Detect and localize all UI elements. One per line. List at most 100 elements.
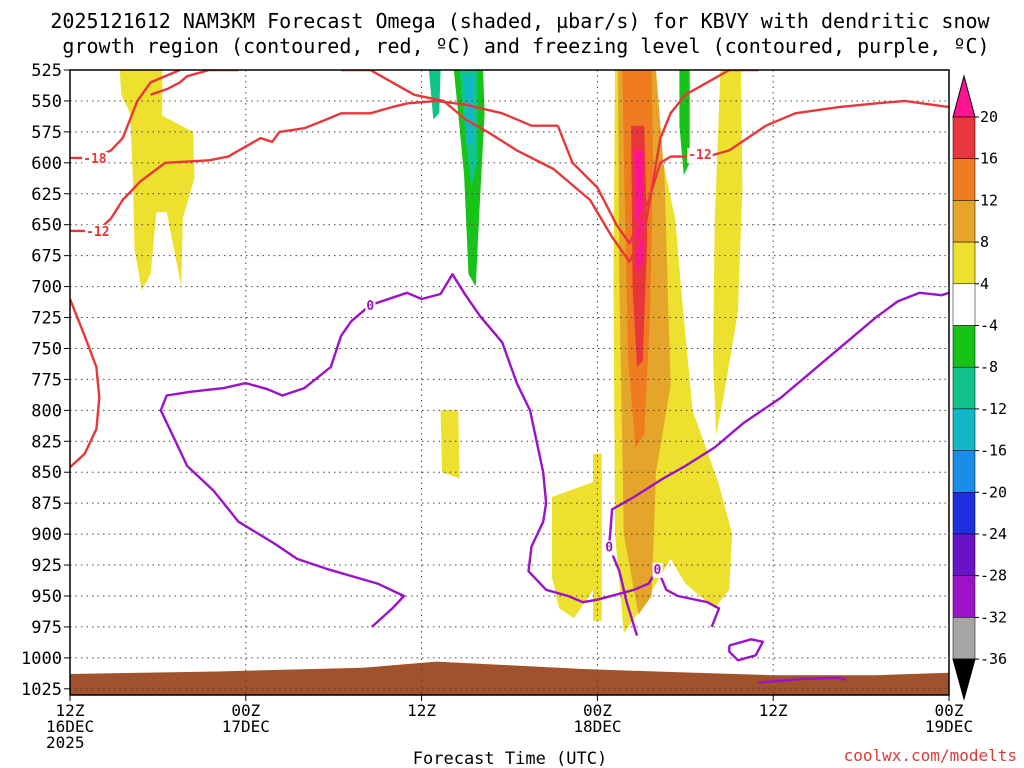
x-tick-label-1-2: 17DEC: [222, 717, 270, 736]
x-tick-label-0-2: 16DEC: [46, 717, 94, 736]
y-tick-label-975: 975: [31, 618, 62, 638]
omega-region-14: [827, 432, 841, 532]
y-tick-label-525: 525: [31, 61, 62, 81]
grid-lines: [70, 70, 949, 695]
colorbar-label-5: -4: [980, 317, 998, 335]
x-tick-label-1-1: 00Z: [231, 701, 260, 720]
y-tick-label-900: 900: [31, 525, 62, 545]
dendritic-label-m18: -18: [83, 152, 107, 167]
y-tick-label-950: 950: [31, 587, 62, 607]
y-tick-label-875: 875: [31, 494, 62, 514]
y-tick-label-675: 675: [31, 247, 62, 267]
dendritic-line-3: [369, 70, 759, 263]
colorbar-bottom-arrow: [952, 658, 976, 701]
y-tick-label-1025: 1025: [21, 680, 62, 700]
dendritic-line-4: [70, 99, 558, 233]
freezing-label-b: 0: [605, 540, 613, 555]
freezing-label-a-bg: [365, 299, 376, 315]
colorbar-swatch-10: [952, 533, 976, 576]
colorbar-top-arrow: [952, 74, 976, 118]
colorbar-label-11: -28: [980, 567, 1007, 585]
colorbar-swatch-11: [952, 575, 976, 618]
colorbar-swatch-0: [952, 116, 976, 159]
omega-region-21: [464, 76, 473, 145]
y-tick-label-625: 625: [31, 185, 62, 205]
y-tick-label-1000: 1000: [21, 649, 62, 669]
dendritic-label-m12-right: -12: [688, 148, 711, 163]
x-tick-label-5-1: 00Z: [935, 701, 964, 720]
freezing-level-contours: 0 0 0: [159, 273, 949, 684]
x-tick-label-5-2: 19DEC: [925, 717, 973, 736]
omega-region-1: [440, 410, 460, 479]
dendritic-line-6: [70, 298, 101, 469]
x-tick-label-0-1: 12Z: [56, 701, 85, 720]
y-tick-label-725: 725: [31, 309, 62, 329]
dendritic-label-m12-bg: [85, 224, 111, 240]
x-tick-label-2-1: 12Z: [407, 701, 436, 720]
colorbar-swatch-2: [952, 200, 976, 243]
dendritic-line-5: [556, 99, 949, 245]
y-tick-label-575: 575: [31, 123, 62, 143]
omega-region-18: [679, 70, 690, 176]
dendritic-label-m18-bg: [82, 151, 108, 167]
colorbar-label-10: -24: [980, 525, 1007, 543]
chart-title-line-1: 2025121612 NAM3KM Forecast Omega (shaded…: [50, 9, 990, 33]
dendritic-growth-contours: -18 -12 -12: [70, 70, 949, 469]
y-tick-label-550: 550: [31, 92, 62, 112]
freezing-line-2: [728, 638, 765, 662]
colorbar-swatch-7: [952, 408, 976, 451]
omega-region-0: [119, 70, 195, 291]
colorbar-label-1: 16: [980, 150, 998, 168]
y-tick-label-775: 775: [31, 370, 62, 390]
colorbar-swatch-6: [952, 366, 976, 410]
omega-region-9: [634, 150, 643, 275]
omega-region-11: [541, 70, 576, 398]
y-tick-label-825: 825: [31, 432, 62, 452]
colorbar-swatch-3: [952, 241, 976, 285]
freezing-label-c: 0: [654, 563, 662, 578]
colorbar-label-13: -36: [980, 650, 1007, 668]
dendritic-label-m12-right-bg: [687, 148, 713, 164]
chart-title-line-2: growth region (contoured, red, ºC) and f…: [62, 34, 989, 58]
omega-shading: [119, 70, 949, 634]
x-axis-label: Forecast Time (UTC): [413, 749, 607, 768]
x-tick-label-0-3: 2025: [46, 733, 85, 752]
freezing-label-b-bg: [604, 540, 615, 556]
colorbar-label-12: -32: [980, 608, 1007, 626]
omega-region-12: [588, 150, 598, 293]
freezing-label-c-bg: [652, 562, 663, 578]
y-tick-label-600: 600: [31, 154, 62, 174]
colorbar-label-2: 12: [980, 191, 998, 209]
y-tick-label-925: 925: [31, 556, 62, 576]
colorbar-swatch-4: [952, 283, 976, 326]
colorbar-label-7: -12: [980, 400, 1007, 418]
colorbar: 20 16 12 8 4 -4 -8 -12 -16 -20 -24 -28 -32 -36: [952, 74, 1007, 701]
colorbar-label-9: -20: [980, 483, 1007, 501]
colorbar-swatch-12: [952, 617, 976, 660]
freezing-line-0: [159, 273, 721, 628]
colorbar-label-0: 20: [980, 108, 998, 126]
freezing-label-a: 0: [366, 299, 374, 314]
omega-region-20: [428, 70, 441, 120]
credit-link[interactable]: coolwx.com/modelts: [844, 746, 1017, 765]
colorbar-label-6: -8: [980, 358, 998, 376]
colorbar-label-8: -16: [980, 442, 1007, 460]
colorbar-swatch-9: [952, 492, 976, 535]
y-tick-label-700: 700: [31, 278, 62, 298]
y-tick-label-650: 650: [31, 216, 62, 236]
plot-frame: [69, 69, 950, 696]
colorbar-swatch-8: [952, 450, 976, 493]
colorbar-label-4: 4: [980, 275, 989, 293]
y-axis-ticks: 525 550 575 600 625 650 675 700 725 750 775 800 825 8…: [21, 61, 70, 700]
x-tick-label-4-1: 12Z: [759, 701, 788, 720]
omega-region-3: [593, 453, 602, 621]
dendritic-label-m12: -12: [86, 225, 109, 240]
x-tick-label-3-2: 18DEC: [573, 717, 621, 736]
y-tick-label-850: 850: [31, 463, 62, 483]
dendritic-line-1: [150, 70, 239, 96]
freezing-line-3: [758, 676, 847, 684]
y-tick-label-800: 800: [31, 401, 62, 421]
y-tick-label-750: 750: [31, 339, 62, 359]
